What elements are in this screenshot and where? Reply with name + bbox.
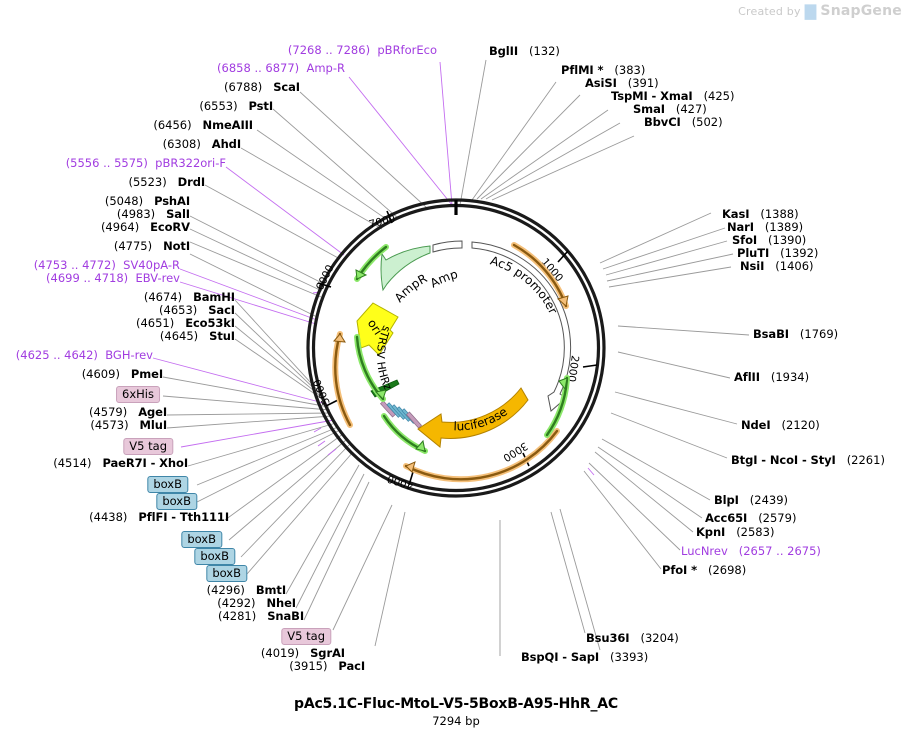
label-sali: (4983) SalI — [116, 207, 190, 221]
tick-label-5000: 5000 — [311, 377, 333, 406]
label-nari: NarI (1389) — [727, 220, 804, 234]
label-eco53ki: (4651) Eco53kI — [135, 316, 235, 330]
tick-label-7000: 7000 — [368, 213, 397, 231]
label-tspmi-xmai: TspMI - XmaI (425) — [611, 89, 735, 103]
label-bbvci: BbvCI (502) — [644, 115, 723, 129]
label-acc65i: Acc65I (2579) — [705, 511, 797, 525]
badge-boxb-5: boxB — [206, 565, 247, 582]
label-pbrforeco: (7268 .. 7286) pBRforEco — [287, 43, 437, 57]
badge-boxb-2: boxB — [156, 493, 197, 510]
feature-ori: ori — [356, 302, 399, 356]
label-bamhi: (4674) BamHI — [143, 290, 235, 304]
snapgene-watermark: Created by ▇ SnapGene — [738, 3, 902, 19]
badge-v5-tag-upper: V5 tag — [123, 438, 173, 455]
label-agei: (4579) AgeI — [88, 405, 167, 419]
label-blpi: BlpI (2439) — [714, 493, 789, 507]
label-pflfi-tth111i: (4438) PflFI - Tth111I — [89, 510, 229, 524]
label-noti: (4775) NotI — [113, 239, 190, 253]
label-pbr322ori-f: (5556 .. 5575) pBR322ori-F — [65, 156, 226, 170]
label-ndei: NdeI (2120) — [741, 418, 820, 432]
label-snabi: (4281) SnaBI — [218, 609, 304, 623]
label-sv40pa-r: (4753 .. 4772) SV40pA-R — [33, 258, 180, 272]
label-kpni: KpnI (2583) — [696, 525, 775, 539]
page-title: pAc5.1C-Fluc-MtoL-V5-5BoxB-A95-HhR_AC — [294, 696, 618, 712]
label-mlui: (4573) MluI — [90, 418, 167, 432]
snapgene-logo-icon: ▇ — [804, 1, 817, 20]
label-drdi: (5523) DrdI — [128, 175, 205, 189]
plasmid-length: 7294 bp — [432, 714, 480, 728]
plasmid-backbone — [306, 198, 606, 498]
label-bmti: (4296) BmtI — [206, 583, 286, 597]
label-lucnrev: LucNrev (2657 .. 2675) — [681, 544, 821, 558]
feature-boxb-cluster — [379, 400, 423, 429]
label-nmeaiii: (6456) NmeAIII — [153, 118, 253, 132]
label-saci: (4653) SacI — [159, 303, 235, 317]
label-bglii: BglII (132) — [489, 44, 560, 58]
label-pfoi: PfoI * (2698) — [662, 563, 747, 577]
feature-label-luciferase: luciferase — [453, 404, 510, 433]
label-ecorv: (4964) EcoRV — [100, 220, 190, 234]
label-sfoi: SfoI (1390) — [732, 233, 807, 247]
leader-lines-top — [459, 59, 635, 206]
label-pflmi: PflMI * (383) — [561, 63, 646, 77]
label-nhei: (4292) NheI — [217, 596, 296, 610]
leader-lines-left — [152, 61, 595, 621]
tick-label-4000: 4000 — [386, 472, 415, 491]
label-bgh-rev: (4625 .. 4642) BGH-rev — [15, 348, 153, 362]
badge-boxb-4: boxB — [194, 548, 235, 565]
badge-v5-tag-lower: V5 tag — [281, 628, 331, 645]
feature-luciferase: luciferase — [417, 387, 529, 448]
label-kasi: KasI (1388) — [722, 207, 799, 221]
watermark-prefix: Created by — [738, 4, 801, 18]
primer-arcs — [332, 242, 570, 483]
watermark-brand: SnapGene — [820, 3, 902, 19]
label-paci: (3915) PacI — [289, 659, 365, 673]
label-psti: (6553) PstI — [199, 99, 273, 113]
feature-label-ampr: AmpR — [392, 271, 430, 305]
label-sgrai: (4019) SgrAI — [260, 646, 345, 660]
label-scai: (6788) ScaI — [224, 80, 300, 94]
label-pluti: PluTI (1392) — [737, 246, 819, 260]
label-bsabi: BsaBI (1769) — [753, 327, 839, 341]
label-nsii: NsiI (1406) — [740, 259, 814, 273]
feature-ampr: AmpR — [380, 245, 431, 305]
label-btgi-ncoi-styi: BtgI - NcoI - StyI (2261) — [731, 453, 885, 467]
badge-6xhis: 6xHis — [116, 386, 160, 403]
label-paer7i-xhoi: (4514) PaeR7I - XhoI — [53, 456, 188, 470]
label-pmei: (4609) PmeI — [81, 367, 163, 381]
badge-boxb-1: boxB — [147, 476, 188, 493]
leader-lines-right — [583, 212, 750, 570]
badge-boxb-3: boxB — [181, 531, 222, 548]
label-stui: (4645) StuI — [159, 329, 235, 343]
label-bspqi-sapi: BspQI - SapI (3393) — [521, 650, 649, 664]
label-ahdi: (6308) AhdI — [162, 137, 242, 151]
label-amp-r-primer: (6858 .. 6877) Amp-R — [217, 61, 345, 75]
label-ebv-rev: (4699 .. 4718) EBV-rev — [46, 271, 180, 285]
label-pshai: (5048) PshAI — [104, 194, 190, 208]
leader-lines-bottom — [332, 504, 601, 656]
label-bsu36i: Bsu36I (3204) — [586, 631, 679, 645]
label-asisi: AsiSI (391) — [585, 76, 659, 90]
label-smai: SmaI (427) — [633, 102, 707, 116]
label-aflii: AflII (1934) — [734, 370, 810, 384]
